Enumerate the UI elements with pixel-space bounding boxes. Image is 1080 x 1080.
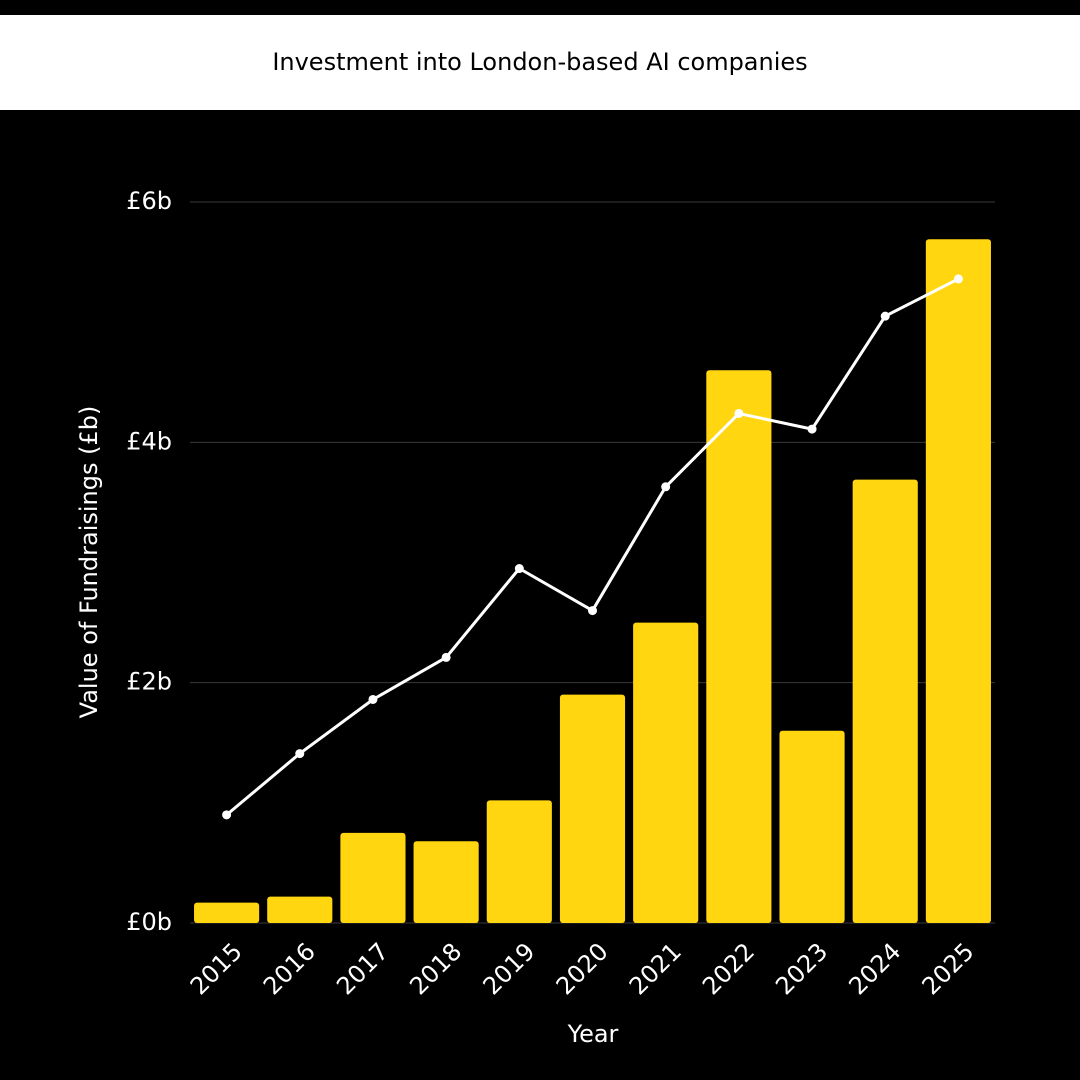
line-point — [661, 482, 671, 492]
line-point — [734, 408, 744, 418]
bar — [486, 800, 552, 923]
bar — [633, 622, 699, 923]
bar — [413, 841, 479, 923]
bar — [706, 370, 772, 923]
y-tick-label: £4b — [126, 427, 172, 455]
bar — [267, 896, 333, 923]
y-axis-label: Value of Fundraisings (£b) — [75, 406, 103, 719]
line-point — [807, 424, 817, 434]
line-point — [953, 274, 963, 284]
y-tick-label: £6b — [126, 187, 172, 215]
y-tick-label: £2b — [126, 668, 172, 696]
line-point — [588, 606, 597, 616]
bar — [925, 239, 991, 924]
line-point — [222, 810, 232, 820]
chart-title: Investment into London-based AI companie… — [272, 48, 807, 76]
bar — [194, 902, 260, 923]
line-point — [880, 311, 890, 321]
title-banner — [0, 15, 1080, 110]
bar — [852, 479, 918, 923]
bar — [779, 730, 845, 923]
line-point — [295, 749, 305, 759]
line-point — [441, 652, 451, 662]
bar — [340, 832, 406, 923]
line-point — [514, 564, 524, 574]
x-axis-label: Year — [567, 1020, 619, 1048]
line-point — [368, 694, 378, 704]
y-tick-label: £0b — [126, 908, 172, 936]
bar — [559, 694, 626, 923]
